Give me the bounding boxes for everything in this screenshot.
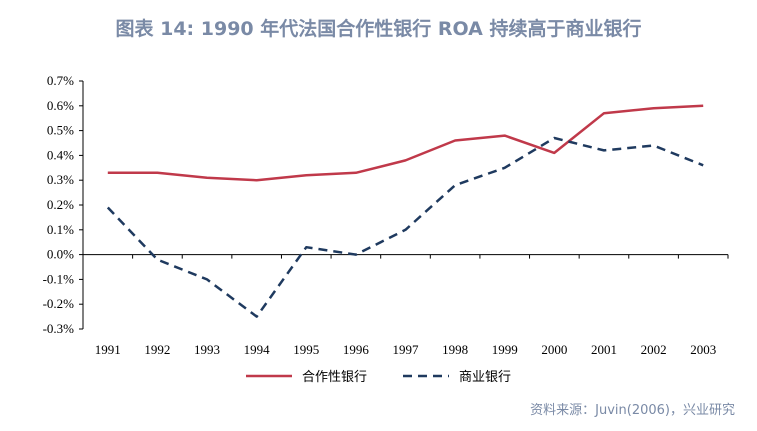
chart-title: 图表 14: 1990 年代法国合作性银行 ROA 持续高于商业银行	[115, 18, 642, 40]
y-tick-label: -0.1%	[43, 271, 75, 286]
series-lines	[106, 104, 704, 318]
series-line-2	[106, 136, 704, 318]
legend-label-1: 合作性银行	[302, 370, 367, 385]
x-tick-label: 2002	[641, 342, 667, 357]
x-tick-label: 1992	[144, 342, 170, 357]
chart-axes	[79, 80, 729, 330]
y-tick-label: -0.2%	[43, 296, 75, 311]
y-tick-label: 0.5%	[47, 123, 74, 138]
source-note: 资料来源：Juvin(2006)，兴业研究	[530, 403, 735, 418]
x-tick-label: 1991	[95, 342, 121, 357]
legend-label-2: 商业银行	[459, 370, 511, 385]
x-tick-labels: 1991 1992 1993 1994 1995 1996 1997 1998 1999 2000…	[95, 342, 716, 357]
x-tick-label: 1997	[393, 342, 420, 357]
x-tick-label: 1995	[293, 342, 319, 357]
y-tick-label: 0.0%	[47, 247, 74, 262]
y-tick-label: 0.7%	[47, 73, 74, 88]
y-tick-label: 0.6%	[47, 98, 74, 113]
x-tick-label: 1996	[343, 342, 370, 357]
y-tick-labels: 0.7% 0.6% 0.5% 0.4% 0.3% 0.2% 0.1% 0.0% -0.1% -0.…	[43, 73, 75, 336]
y-tick-label: 0.3%	[47, 172, 74, 187]
x-tick-label: 1999	[492, 342, 518, 357]
series-line-1	[107, 104, 704, 182]
y-tick-label: 0.4%	[47, 147, 74, 162]
x-tick-label: 1998	[442, 342, 468, 357]
x-tick-label: 2000	[541, 342, 567, 357]
x-tick-label: 1993	[194, 342, 220, 357]
x-tick-label: 2001	[591, 342, 617, 357]
y-tick-label: -0.3%	[43, 321, 75, 336]
y-tick-label: 0.1%	[47, 222, 74, 237]
x-tick-label: 1994	[244, 342, 271, 357]
legend: 合作性银行 商业银行	[246, 370, 511, 385]
x-tick-label: 2003	[690, 342, 716, 357]
y-tick-label: 0.2%	[47, 197, 74, 212]
